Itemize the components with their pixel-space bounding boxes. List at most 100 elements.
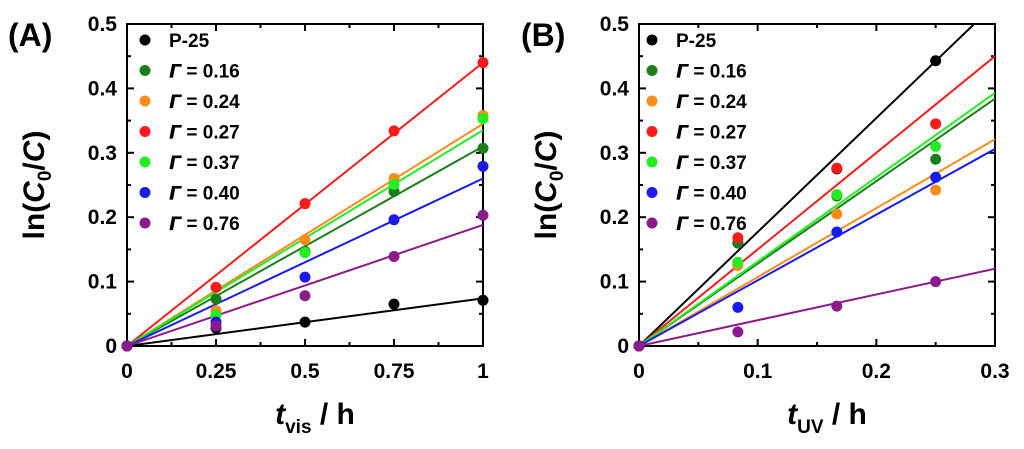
legend-label: P-25 xyxy=(169,31,210,52)
data-point xyxy=(477,57,489,69)
y-tick-label: 0.4 xyxy=(88,77,118,100)
legend-marker xyxy=(139,34,151,46)
legend-label: Γ = 0.40 xyxy=(169,183,240,205)
legend-label: P-25 xyxy=(676,31,717,52)
data-point xyxy=(732,301,744,313)
legend-marker xyxy=(139,156,151,168)
chart-panel-a: 0 0.25 0.5 0.75 1 0 0.1 0.2 0.3 0.4 0.5 P-25 Γ = 0.1… xyxy=(8,13,489,438)
data-point xyxy=(299,198,311,210)
data-point xyxy=(732,232,744,244)
data-point xyxy=(477,160,489,172)
legend-label: Γ = 0.24 xyxy=(169,91,240,113)
chart-panel-b: 0 0.1 0.2 0.3 0 0.1 0.2 0.3 0.4 0.5 P-25 Γ = 0.16 Γ … xyxy=(521,13,1010,438)
y-tick-label: 0.4 xyxy=(600,77,630,100)
data-point xyxy=(831,162,843,174)
legend-label: Γ = 0.40 xyxy=(676,183,747,205)
legend-marker xyxy=(139,187,151,198)
fit-line xyxy=(127,223,483,346)
data-point xyxy=(210,281,222,293)
y-axis-title: ln(C0/C) xyxy=(18,131,56,240)
data-point xyxy=(210,293,222,305)
legend-marker xyxy=(646,126,658,137)
data-point xyxy=(930,118,942,130)
x-tick-label: 1 xyxy=(477,360,489,383)
x-tick-label: 0.5 xyxy=(290,360,320,383)
legend-marker xyxy=(646,65,658,76)
legend-label: Γ = 0.27 xyxy=(169,122,240,144)
x-axis-title: tUV / h xyxy=(787,398,867,438)
fit-line xyxy=(127,177,483,346)
legend-marker xyxy=(139,65,151,76)
data-point xyxy=(477,113,489,125)
data-point xyxy=(477,209,489,221)
data-point xyxy=(477,142,489,154)
y-tick-label: 0.1 xyxy=(600,271,630,294)
data-point xyxy=(831,189,843,201)
fit-line xyxy=(639,92,995,346)
data-point xyxy=(388,214,400,226)
legend-marker xyxy=(646,217,658,229)
legend-label: Γ = 0.76 xyxy=(676,213,747,235)
data-point xyxy=(930,55,942,67)
fit-line xyxy=(639,55,995,346)
data-point xyxy=(299,290,311,302)
x-tick-label: 0 xyxy=(633,360,645,383)
data-point xyxy=(121,340,133,352)
fit-line xyxy=(639,24,976,346)
legend-label: Γ = 0.24 xyxy=(676,91,747,113)
legend-marker xyxy=(646,34,658,46)
y-axis-title: ln(C0/C) xyxy=(530,131,568,240)
data-point xyxy=(930,184,942,196)
y-tick-label: 0.5 xyxy=(88,13,118,36)
y-tick-label: 0.3 xyxy=(600,142,629,165)
data-point xyxy=(388,178,400,190)
y-tick-label: 0 xyxy=(105,335,117,358)
y-tick-label: 0.5 xyxy=(600,13,630,36)
data-point xyxy=(930,171,942,183)
legend-marker xyxy=(139,95,151,107)
data-point xyxy=(732,256,744,268)
data-point xyxy=(831,226,843,238)
legend-label: Γ = 0.76 xyxy=(169,213,240,235)
panel-label: (B) xyxy=(521,17,565,53)
legend-label: Γ = 0.27 xyxy=(676,122,747,144)
y-tick-label: 0.3 xyxy=(88,142,117,165)
panel-label: (A) xyxy=(8,17,52,53)
data-point xyxy=(930,140,942,152)
data-point xyxy=(388,250,400,262)
data-point xyxy=(299,271,311,283)
data-point xyxy=(388,298,400,310)
legend-marker xyxy=(646,95,658,107)
x-tick-label: 0.1 xyxy=(743,360,773,383)
legend-marker xyxy=(139,126,151,137)
data-point xyxy=(831,300,843,312)
legend-label: Γ = 0.16 xyxy=(676,61,747,83)
data-point xyxy=(930,276,942,288)
y-tick-label: 0.1 xyxy=(88,271,118,294)
x-axis-title: tvis / h xyxy=(275,398,355,438)
data-point xyxy=(477,294,489,306)
legend-label: Γ = 0.37 xyxy=(676,152,747,174)
legend-label: Γ = 0.37 xyxy=(169,152,240,174)
data-point xyxy=(210,320,222,332)
data-point xyxy=(732,326,744,338)
x-tick-label: 0.2 xyxy=(862,360,891,383)
data-point xyxy=(930,153,942,165)
data-point xyxy=(388,125,400,137)
x-tick-label: 0.75 xyxy=(374,360,415,383)
fit-line xyxy=(639,148,995,346)
x-tick-label: 0.25 xyxy=(196,360,237,383)
y-tick-label: 0.2 xyxy=(600,206,629,229)
y-tick-label: 0 xyxy=(617,335,629,358)
data-point xyxy=(299,234,311,246)
data-point xyxy=(299,316,311,328)
x-tick-label: 0.3 xyxy=(980,360,1009,383)
x-tick-label: 0 xyxy=(121,360,133,383)
data-point xyxy=(633,340,645,352)
legend-marker xyxy=(646,187,658,198)
y-tick-label: 0.2 xyxy=(88,206,117,229)
legend-marker xyxy=(139,217,151,229)
data-point xyxy=(831,208,843,220)
legend-marker xyxy=(646,156,658,168)
